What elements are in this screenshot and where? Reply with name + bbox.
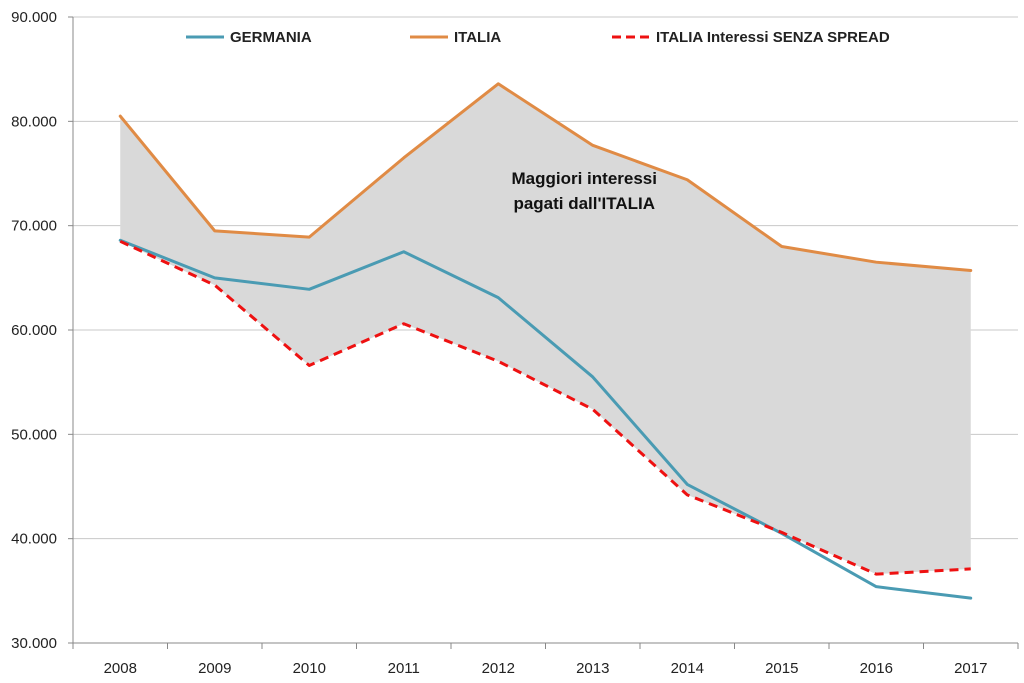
axes [68, 16, 1019, 649]
shaded-area [120, 83, 971, 575]
shaded-area-fill [120, 83, 971, 575]
annotation: Maggiori interessi pagati dall'ITALIA [512, 169, 657, 213]
legend: GERMANIA ITALIA ITALIA Interessi SENZA SPR… [186, 29, 890, 46]
annotation-line-2: pagati dall'ITALIA [513, 194, 655, 213]
y-tick-label: 40.000 [11, 531, 57, 548]
y-tick-label: 70.000 [11, 218, 57, 235]
series-line-italia-interessi-senza-spread [119, 239, 971, 576]
x-tick-label: 2013 [576, 660, 609, 677]
y-tick-labels: 30.000 40.000 50.000 60.000 70.000 80.000 90.0… [11, 9, 57, 652]
series-lines [118, 82, 973, 600]
series-line-germania [118, 238, 973, 600]
x-tick-label: 2009 [198, 660, 231, 677]
y-tick-label: 90.000 [11, 9, 57, 26]
x-tick-label: 2012 [482, 660, 515, 677]
annotation-line-1: Maggiori interessi [512, 169, 657, 188]
x-tick-label: 2014 [671, 660, 704, 677]
y-tick-label: 50.000 [11, 426, 57, 443]
x-tick-label: 2016 [860, 660, 893, 677]
x-tick-label: 2010 [293, 660, 326, 677]
x-tick-label: 2015 [765, 660, 798, 677]
y-tick-label: 30.000 [11, 635, 57, 652]
y-tick-label: 80.000 [11, 113, 57, 130]
legend-label: ITALIA Interessi SENZA SPREAD [656, 29, 890, 46]
x-tick-label: 2011 [388, 660, 420, 677]
legend-label: ITALIA [454, 29, 501, 46]
legend-label: GERMANIA [230, 29, 312, 46]
x-tick-label: 2008 [104, 660, 137, 677]
series-line-italia [118, 82, 973, 273]
x-tick-label: 2017 [954, 660, 987, 677]
x-tick-labels: 2008 2009 2010 2011 2012 2013 2014 2015 2016 2017 [104, 660, 988, 677]
y-tick-label: 60.000 [11, 322, 57, 339]
